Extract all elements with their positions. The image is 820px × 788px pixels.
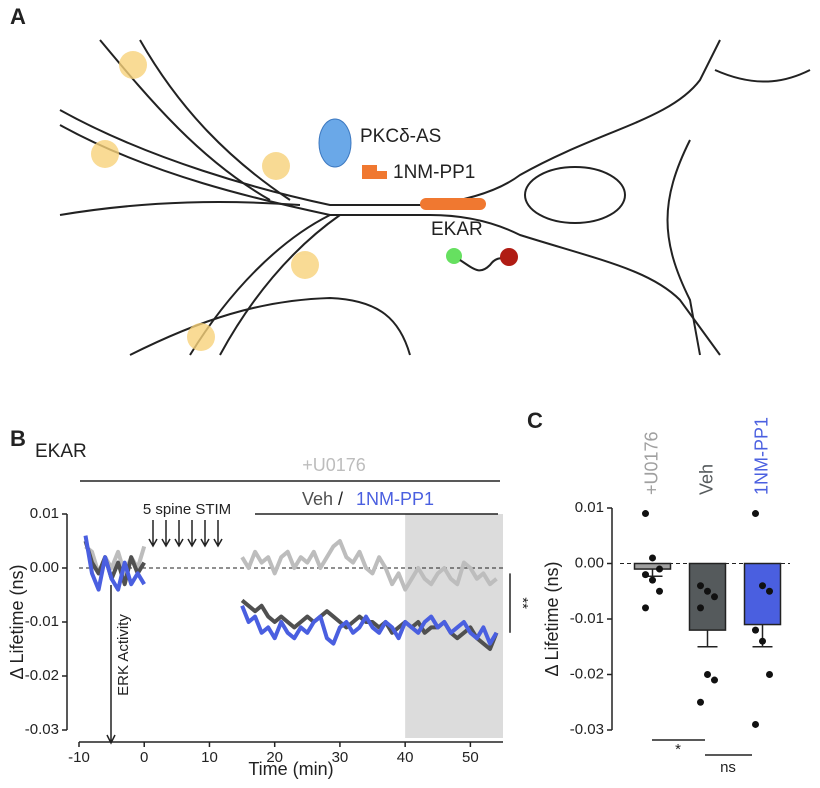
bar <box>743 562 782 626</box>
data-point <box>697 698 704 706</box>
data-point <box>711 593 718 601</box>
kinase-icon <box>318 118 352 168</box>
y-tick-label: -0.02 <box>25 667 59 684</box>
bar <box>633 562 672 570</box>
data-point <box>759 582 766 590</box>
data-point <box>697 582 704 590</box>
error-bar <box>697 630 718 648</box>
y-tick-label: 0.01 <box>30 505 59 522</box>
data-point <box>642 510 649 518</box>
diagram-label: 1NM-PP1 <box>393 162 475 183</box>
x-tick-label: Veh <box>696 464 716 495</box>
kinase-band <box>420 198 486 210</box>
x-tick-label: 1NM-PP1 <box>751 417 771 495</box>
data-point <box>704 671 711 678</box>
data-point <box>752 626 759 634</box>
annotation: ** <box>514 597 531 609</box>
y-tick-label: 0.01 <box>575 499 604 516</box>
stim-arrow <box>213 520 223 548</box>
erk-arrow <box>106 585 116 745</box>
data-point <box>697 604 704 612</box>
panel-label: B <box>10 426 26 451</box>
x-tick-label: 0 <box>140 749 148 766</box>
data-point <box>656 565 663 573</box>
sensor-red <box>500 248 518 266</box>
data-point <box>704 587 711 595</box>
neuron-highlights <box>91 51 319 351</box>
data-point <box>766 587 773 595</box>
neuron-drawing <box>59 39 811 356</box>
stim-arrow <box>174 520 184 548</box>
series-line <box>83 535 499 646</box>
data-point <box>642 604 649 612</box>
data-point <box>752 510 759 518</box>
y-tick-label: -0.03 <box>570 721 604 738</box>
series-label: 1NM-PP1 <box>356 489 434 509</box>
y-tick-label: -0.02 <box>570 665 604 682</box>
x-tick-label: 30 <box>332 749 349 766</box>
annotation: ERK Activity <box>115 614 132 696</box>
significance-label: * <box>675 741 681 758</box>
annotation: +U0176 <box>302 455 366 475</box>
y-tick-label: -0.01 <box>25 613 59 630</box>
diagram-label: EKAR <box>431 219 483 240</box>
x-tick-label: 10 <box>201 749 218 766</box>
chart-title: EKAR <box>35 441 87 462</box>
x-tick-label: -10 <box>68 749 90 766</box>
y-tick-label: -0.03 <box>25 721 59 738</box>
stim-arrow <box>187 520 197 548</box>
sensor-green <box>446 248 462 264</box>
stim-arrow <box>161 520 171 548</box>
x-axis-label: Time (min) <box>248 759 333 779</box>
significance-label: ns <box>720 759 736 776</box>
panel-label: A <box>10 4 26 29</box>
sensor-linker <box>459 257 506 272</box>
data-point <box>656 587 663 595</box>
y-tick-label: 0.00 <box>30 559 59 576</box>
x-tick-label: +U0176 <box>641 431 661 495</box>
data-point <box>711 676 718 684</box>
inhibitor-icon <box>362 165 387 179</box>
data-point <box>642 571 649 579</box>
y-tick-label: 0.00 <box>575 554 604 571</box>
data-point <box>766 671 773 678</box>
chart-c: 0.01 0.00 -0.01 -0.02 -0.03 Δ Lifetime (ns) +U… <box>542 417 790 776</box>
diagram-label: PKCδ-AS <box>360 126 441 147</box>
series-label: Veh <box>302 489 333 509</box>
annotation: 5 spine STIM <box>143 501 231 518</box>
data-point <box>752 720 759 728</box>
data-point <box>649 576 656 584</box>
x-tick-label: 50 <box>462 749 479 766</box>
panel-label: C <box>527 408 543 433</box>
y-tick-label: -0.01 <box>570 610 604 627</box>
stim-arrow <box>200 520 210 548</box>
annotation: / <box>338 489 343 509</box>
data-point <box>649 554 656 562</box>
x-tick-label: 40 <box>397 749 414 766</box>
bar <box>688 562 727 631</box>
x-tick-label: 20 <box>266 749 283 766</box>
data-point <box>759 637 766 645</box>
stim-arrow <box>148 520 158 548</box>
chart-b: 0.01 0.00 -0.01 -0.02 -0.03 -10 0 10 20 30 40 50 Tim… <box>7 441 531 779</box>
y-axis-label: Δ Lifetime (ns) <box>7 564 27 679</box>
y-axis-label: Δ Lifetime (ns) <box>542 561 562 676</box>
